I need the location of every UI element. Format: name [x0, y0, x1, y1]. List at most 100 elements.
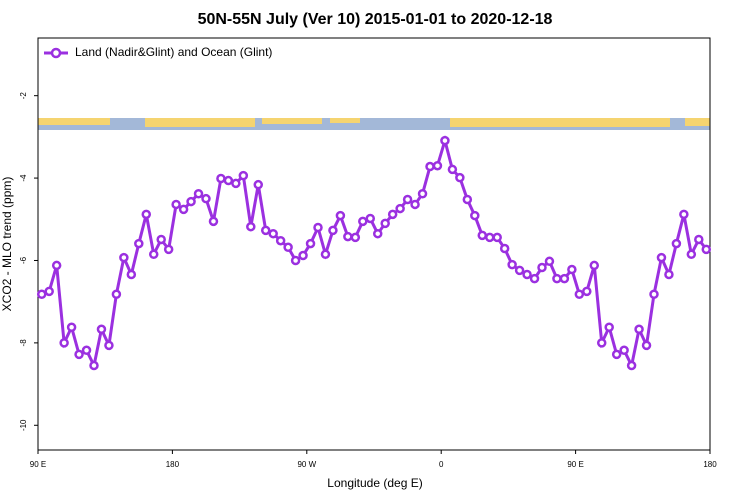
land-ocean-strip — [38, 118, 710, 130]
data-point — [365, 213, 376, 224]
data-point — [111, 289, 122, 300]
y-axis-label: XCO2 - MLO trend (ppm) — [0, 177, 14, 312]
chart-title: 50N-55N July (Ver 10) 2015-01-01 to 2020… — [198, 11, 553, 28]
data-point — [343, 231, 353, 242]
data-point — [350, 232, 361, 243]
data-point — [335, 210, 346, 221]
data-point — [514, 265, 525, 276]
data-point — [328, 225, 338, 236]
x-tick-label: 0 — [439, 460, 444, 469]
data-point — [574, 289, 585, 300]
legend-marker — [50, 47, 62, 59]
data-point — [462, 194, 473, 205]
data-point — [246, 221, 256, 232]
data-point — [74, 349, 84, 360]
data-point — [275, 235, 286, 246]
data-point — [126, 269, 137, 280]
data-point — [59, 338, 69, 348]
data-point — [604, 322, 614, 332]
data-point — [679, 209, 689, 220]
data-point — [238, 170, 249, 181]
data-point — [66, 322, 77, 332]
data-point — [89, 360, 99, 371]
data-point — [358, 216, 368, 227]
x-tick-label: 90 E — [567, 460, 583, 469]
x-tick-label: 180 — [703, 460, 717, 469]
data-point — [529, 273, 540, 284]
data-point — [387, 209, 398, 220]
data-line — [41, 134, 708, 371]
data-point — [231, 178, 241, 189]
data-point — [305, 238, 316, 249]
data-point — [104, 340, 114, 351]
x-tick-label: 90 E — [30, 460, 46, 469]
data-point — [447, 164, 458, 175]
data-point — [649, 289, 659, 300]
data-point — [290, 255, 301, 266]
data-point — [552, 273, 562, 284]
data-point — [380, 218, 390, 229]
data-point — [44, 286, 54, 297]
data-point — [596, 338, 607, 348]
data-point — [440, 135, 450, 146]
data-point — [81, 345, 92, 356]
data-point — [402, 194, 413, 205]
data-point — [507, 259, 517, 270]
data-point — [499, 243, 510, 254]
data-point — [567, 264, 577, 275]
data-point — [395, 203, 405, 214]
data-point — [223, 175, 234, 186]
data-point — [664, 269, 674, 280]
x-tick-label: 90 W — [297, 460, 316, 469]
data-point — [432, 160, 443, 171]
data-point — [656, 252, 667, 263]
y-tick-label: -10 — [19, 419, 28, 431]
data-point — [36, 289, 47, 300]
data-point — [148, 249, 159, 260]
data-point — [201, 193, 211, 204]
data-point — [320, 249, 331, 260]
y-tick-label: -6 — [19, 256, 28, 264]
data-point — [51, 260, 62, 271]
data-point — [611, 349, 622, 360]
data-point — [141, 209, 152, 220]
data-point — [171, 199, 181, 210]
x-axis-label: Longitude (deg E) — [327, 476, 422, 490]
data-point — [694, 234, 704, 245]
legend-label: Land (Nadir&Glint) and Ocean (Glint) — [75, 45, 272, 59]
data-point — [701, 244, 712, 255]
data-point — [455, 172, 465, 183]
data-point — [216, 173, 226, 184]
data-point — [372, 228, 383, 239]
data-point — [134, 238, 144, 249]
plot-frame — [37, 37, 711, 451]
data-point — [313, 222, 323, 233]
y-tick-label: -2 — [19, 92, 28, 100]
data-point — [589, 260, 600, 271]
data-point — [477, 230, 488, 241]
x-tick-label: 180 — [166, 460, 180, 469]
data-point — [193, 188, 204, 199]
data-point — [634, 324, 644, 335]
data-point — [484, 232, 495, 243]
data-point — [268, 228, 278, 239]
data-point — [253, 179, 264, 190]
data-point — [641, 340, 652, 351]
data-point — [522, 269, 532, 280]
data-point — [186, 196, 196, 207]
data-point — [298, 250, 308, 261]
data-point — [470, 210, 480, 221]
data-point — [559, 273, 570, 284]
data-point — [410, 199, 420, 210]
y-tick-label: -4 — [19, 174, 28, 182]
data-point — [425, 161, 435, 172]
data-point — [208, 216, 219, 227]
data-point — [417, 188, 428, 199]
data-point — [582, 286, 592, 297]
data-point — [119, 252, 129, 263]
data-point — [492, 232, 502, 243]
data-point — [537, 262, 547, 273]
data-point — [96, 324, 107, 335]
data-point — [178, 204, 189, 215]
